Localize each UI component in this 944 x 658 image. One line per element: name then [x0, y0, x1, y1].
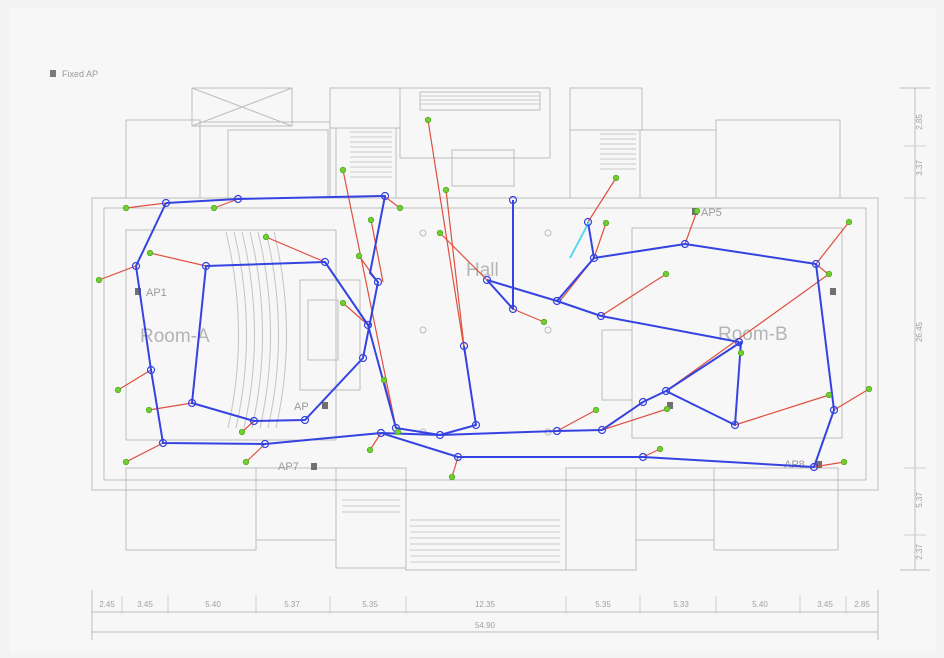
legend-ap-swatch [50, 70, 56, 77]
survey-path [135, 195, 835, 468]
ap-mid-label: AP [294, 401, 309, 413]
dim-r3: 5.37 [915, 492, 924, 508]
dim-b10: 2.85 [854, 600, 870, 609]
bottom-dimensions: 2.45 3.45 5.40 5.37 5.35 12.35 5.35 5.33… [99, 600, 870, 630]
ap7-marker [311, 463, 317, 470]
ap-right-marker [830, 288, 836, 295]
access-points: AP1 AP5 AP7 AP8 AP [135, 207, 836, 473]
dim-b3: 5.37 [284, 600, 300, 609]
building-walls [91, 87, 879, 571]
auditorium-seating [225, 231, 288, 429]
dimension-lines [91, 87, 930, 640]
dim-b0: 2.45 [99, 600, 115, 609]
right-dimension-ticks [904, 145, 926, 536]
dim-b6: 5.35 [595, 600, 611, 609]
ap-mid-marker [322, 402, 328, 409]
ap1-label: AP1 [146, 287, 167, 299]
dim-r0: 2.85 [915, 114, 924, 130]
ap8-marker [816, 461, 822, 468]
legend: Fixed AP [50, 69, 98, 79]
ap1-marker [135, 288, 141, 295]
dim-b8: 5.40 [752, 600, 768, 609]
hall-columns [419, 229, 552, 436]
dim-b1: 3.45 [137, 600, 153, 609]
link-lines [98, 119, 870, 478]
ap-roomb-marker [667, 402, 673, 409]
dim-b2: 5.40 [205, 600, 221, 609]
page-background [10, 8, 936, 653]
dim-b7: 5.33 [673, 600, 689, 609]
dim-b5: 12.35 [475, 600, 496, 609]
room-a-label: Room-A [140, 326, 210, 347]
bottom-dimension-ticks [121, 596, 847, 614]
dim-r2: 26.45 [915, 321, 924, 342]
link-endpoints [95, 116, 873, 481]
dim-r1: 3.37 [915, 160, 924, 176]
room-b-label: Room-B [718, 324, 788, 345]
dim-r4: 2.37 [915, 544, 924, 560]
highlight-segment [569, 221, 590, 259]
ap7-label: AP7 [278, 461, 299, 473]
dim-b9: 3.45 [817, 600, 833, 609]
hall-label: Hall [466, 260, 499, 281]
path-vertices [131, 191, 839, 472]
dim-b4: 5.35 [362, 600, 378, 609]
legend-label: Fixed AP [62, 69, 98, 79]
right-dimensions: 2.85 3.37 26.45 5.37 2.37 [915, 114, 924, 560]
dim-total: 54.90 [475, 621, 496, 630]
ap5-label: AP5 [701, 207, 722, 219]
